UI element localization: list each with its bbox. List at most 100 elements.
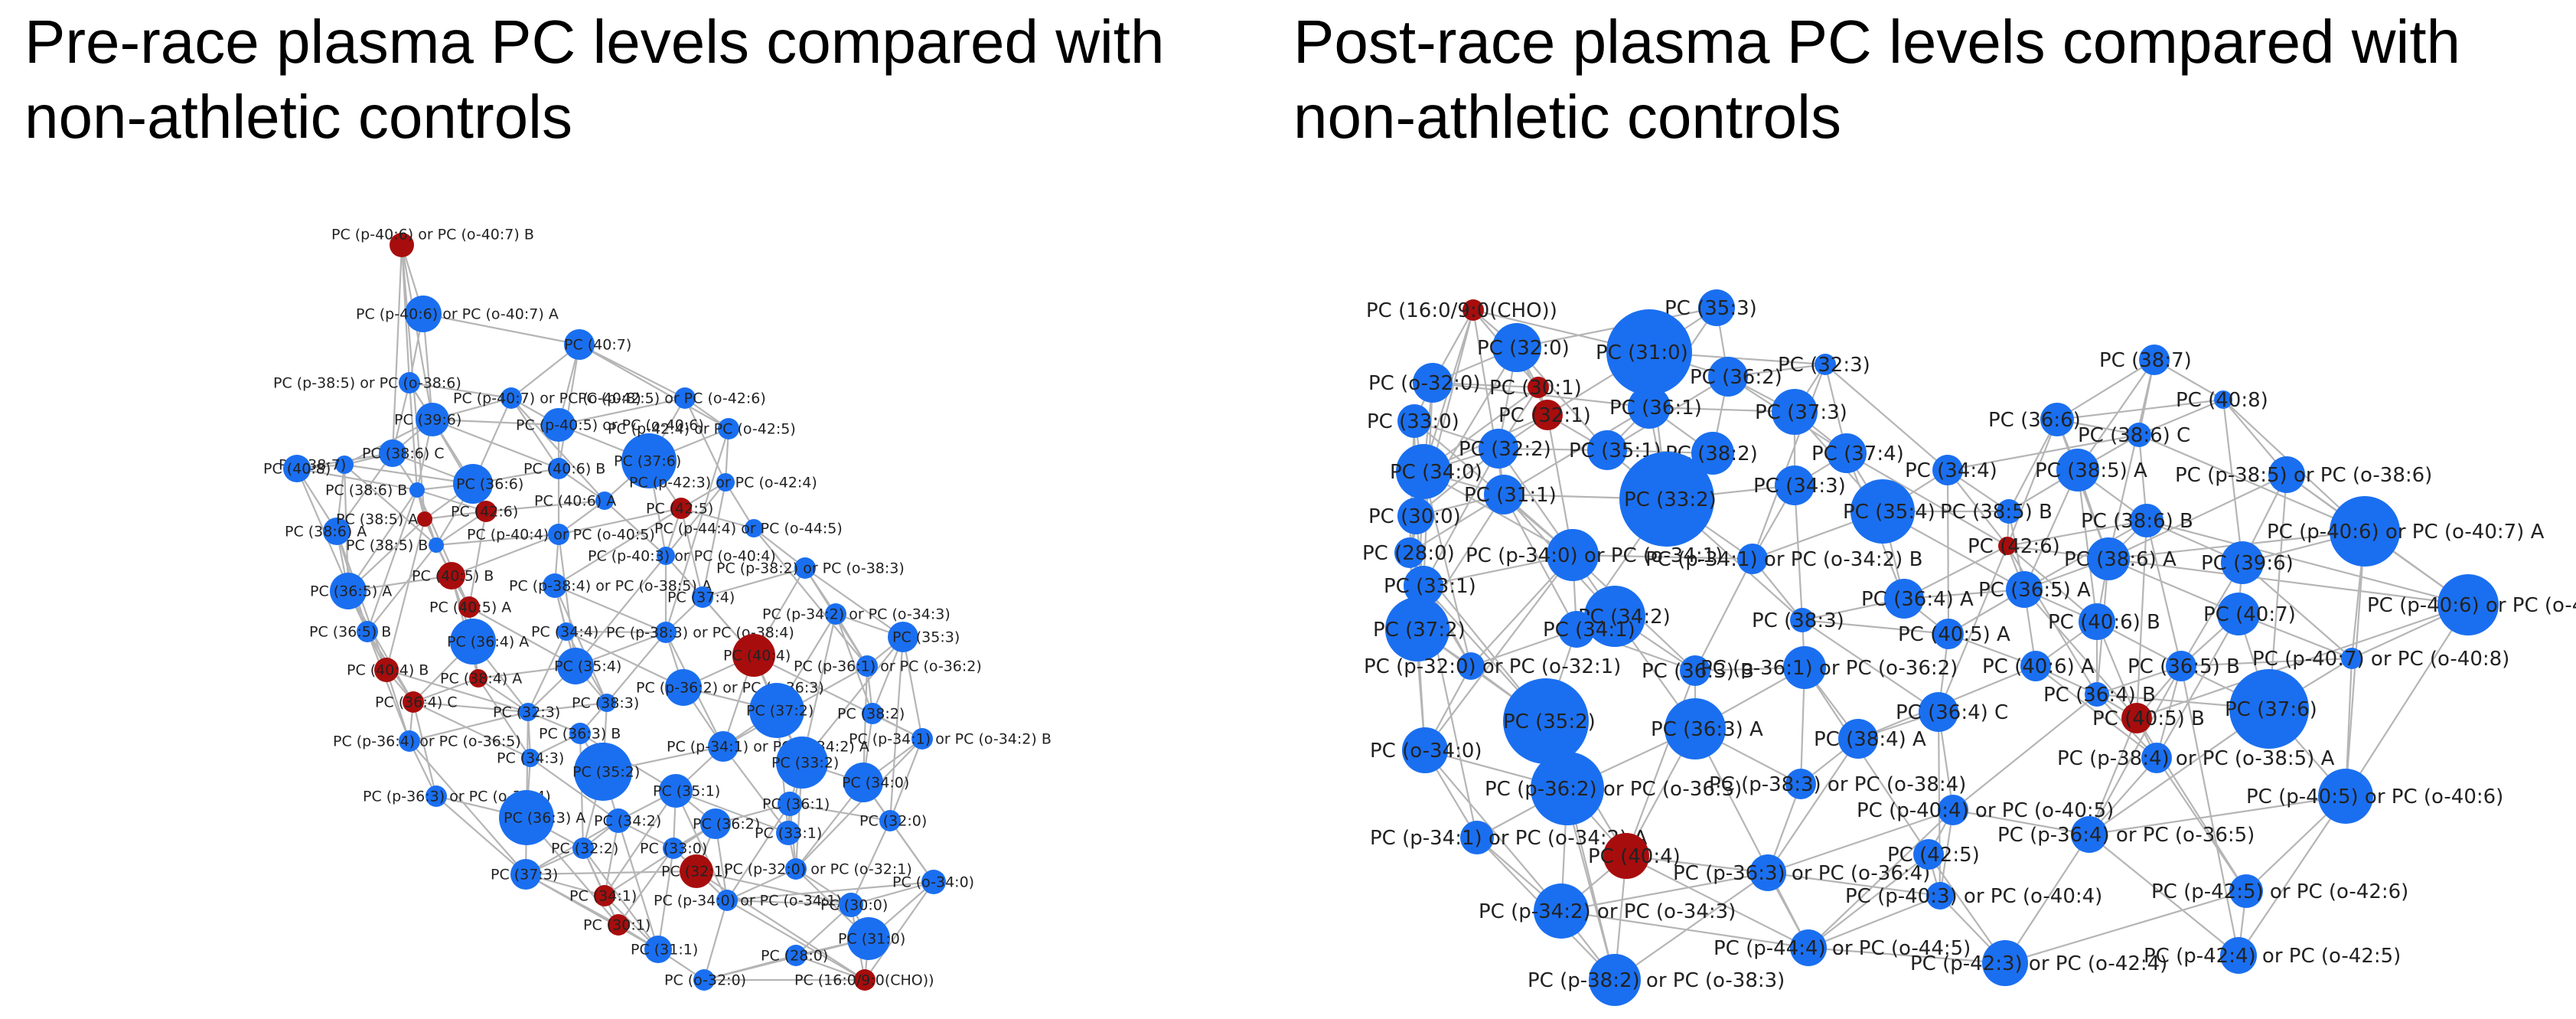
- node-label: PC (p-34:2) or PC (o-34:3): [1479, 900, 1736, 923]
- network-edge: [2145, 520, 2183, 667]
- node-label: PC (37:3): [491, 867, 558, 883]
- network-edge: [1802, 619, 1949, 635]
- network-edge: [665, 555, 755, 656]
- network-edge: [416, 488, 487, 513]
- network-node: [692, 586, 713, 608]
- node-label: PC (p-36:2) or PC (o-36:3): [1485, 778, 1742, 801]
- network-node: [1998, 537, 2017, 555]
- node-label: PC (40:5) A: [1898, 623, 2010, 646]
- network-node: [1850, 479, 1915, 544]
- node-label: PC (40:5) B: [2092, 707, 2205, 730]
- node-label: PC (p-40:7) or PC (o-40:8): [2252, 648, 2509, 671]
- network-edge: [400, 244, 434, 420]
- network-edge: [391, 244, 403, 454]
- node-label: PC (35:2): [572, 764, 640, 781]
- network-node: [718, 418, 739, 439]
- pre-race-network: PC (p-40:6) or PC (o-40:7) B PC (p-40:6) …: [263, 227, 1052, 991]
- network-node: [1528, 377, 1549, 398]
- network-node: [674, 387, 696, 409]
- network-node: [399, 372, 420, 394]
- network-node: [2221, 541, 2264, 584]
- node-label: PC (37:2): [1373, 619, 1466, 642]
- node-label: PC (38:5) B: [346, 537, 428, 554]
- node-label: PC (35:2): [1503, 710, 1596, 733]
- network-node: [453, 464, 493, 504]
- node-label: PC (36:4) C: [1896, 701, 2008, 724]
- node-label: PC (p-42:5) or PC (o-42:6): [578, 390, 766, 407]
- network-node: [606, 808, 631, 833]
- network-edge: [2004, 834, 2090, 964]
- node-label: PC (34:1): [1543, 619, 1635, 642]
- network-edge: [1424, 750, 1562, 912]
- node-label: PC (o-32:0): [1368, 372, 1481, 395]
- node-label: PC (40:5) A: [429, 599, 511, 616]
- network-node: [390, 233, 414, 257]
- network-node: [1558, 611, 1595, 648]
- network-edge: [1648, 406, 1795, 413]
- network-edge: [558, 397, 686, 426]
- network-edge: [2077, 359, 2155, 471]
- network-node: [283, 455, 311, 482]
- network-node: [1665, 698, 1726, 759]
- network-edge: [606, 632, 667, 704]
- network-node: [680, 854, 713, 888]
- network-edge: [366, 631, 411, 742]
- network-edge: [789, 802, 891, 822]
- network-edge: [864, 881, 934, 981]
- node-label: PC (p-36:1) or PC (o-36:2): [1700, 657, 1958, 680]
- network-node: [1397, 498, 1434, 534]
- network-edge: [664, 428, 730, 633]
- network-edge: [1503, 494, 1577, 630]
- node-label: PC (p-40:4) or PC (o-40:5): [467, 527, 655, 544]
- node-label: PC (36:5) A: [1978, 579, 2091, 602]
- node-label: PC (33:1): [1384, 575, 1476, 598]
- network-edge: [1423, 448, 1499, 586]
- node-label: PC (36:5) B: [309, 624, 391, 641]
- node-label: PC (p-40:4) or PC (o-40:5): [1857, 799, 2114, 822]
- network-node: [564, 329, 595, 360]
- network-node: [657, 547, 675, 565]
- node-label: PC (40:6) A: [534, 493, 616, 510]
- network-edge: [385, 518, 426, 671]
- network-node: [843, 763, 883, 802]
- node-label: PC (32:2): [1459, 438, 1551, 461]
- network-edge: [702, 567, 806, 599]
- node-label: PC (p-40:3) or PC (o-40:4): [1845, 885, 2102, 908]
- network-edge: [1937, 545, 2009, 713]
- network-node: [1838, 719, 1878, 759]
- network-node: [379, 439, 406, 467]
- node-label: PC (p-44:4) or PC (o-44:5): [1714, 937, 1971, 960]
- network-edge: [412, 701, 531, 759]
- network-node: [2079, 603, 2115, 640]
- node-label: PC (38:6) A: [285, 524, 367, 541]
- network-node: [1460, 821, 1494, 854]
- network-node: [1982, 940, 2028, 986]
- network-edge: [753, 655, 923, 740]
- node-label: PC (40:6) B: [523, 461, 605, 478]
- network-node: [1680, 655, 1710, 686]
- network-edge: [1614, 872, 1769, 981]
- network-edge: [575, 555, 667, 667]
- network-edge: [347, 489, 418, 592]
- node-label: PC (p-38:2) or PC (o-38:3): [1528, 969, 1785, 992]
- network-node: [665, 669, 702, 706]
- network-edge: [2089, 795, 2346, 836]
- node-label: PC (40:4): [723, 648, 791, 665]
- network-edge: [2156, 613, 2239, 759]
- network-edge: [2056, 398, 2224, 421]
- network-node: [405, 296, 442, 332]
- network-edge: [478, 678, 529, 713]
- node-label: PC (37:6): [614, 453, 681, 470]
- network-node: [921, 870, 946, 894]
- network-node: [374, 658, 399, 682]
- node-label: PC (p-36:3) or PC (o-36:4): [1673, 862, 1930, 885]
- network-node: [2318, 769, 2373, 824]
- node-label: PC (40:5) B: [412, 568, 494, 585]
- node-label: PC (35:1): [653, 783, 720, 800]
- network-node: [1484, 475, 1524, 514]
- network-node: [621, 433, 677, 488]
- node-label: PC (32:1): [661, 864, 729, 880]
- post-race-title: Post-race plasma PC levels compared with…: [1293, 8, 2461, 151]
- pre-race-nodes: PC (p-40:6) or PC (o-40:7) B PC (p-40:6) …: [263, 227, 1052, 991]
- network-edge: [367, 544, 437, 632]
